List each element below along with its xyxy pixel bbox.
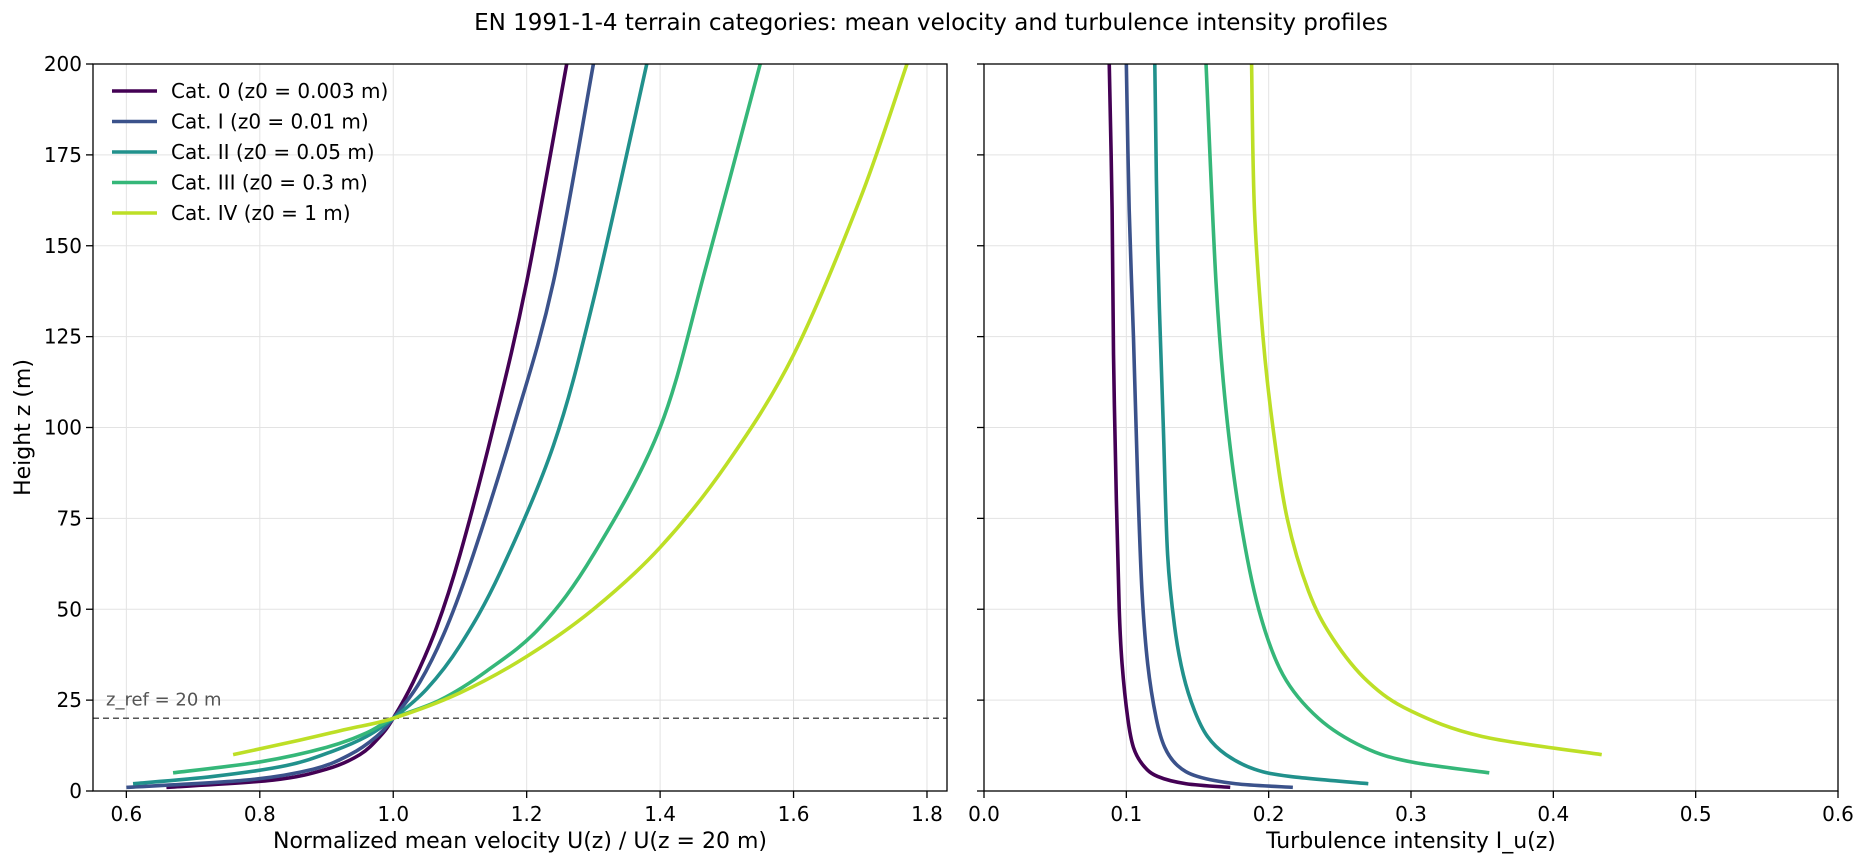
x-tick-label: 0.0 [968, 802, 1000, 826]
x-tick-label: 0.2 [1253, 802, 1285, 826]
velocity-profile-panel: z_ref = 20 m 0.6 0.8 1.0 1.2 1.4 1.6 1.8 0 25 50 75… [11, 52, 948, 854]
legend-entry-label: Cat. IV (z0 = 1 m) [171, 201, 351, 225]
x-tick-label: 0.5 [1680, 802, 1712, 826]
series-line [126, 64, 596, 790]
series-line [1249, 64, 1603, 757]
y-tick-label: 50 [57, 597, 82, 621]
series-line [1124, 64, 1293, 790]
x-tick-label: 1.0 [377, 802, 409, 826]
x-tick-label: 1.2 [511, 802, 543, 826]
x-tick-label: 0.4 [1537, 802, 1569, 826]
legend: Cat. 0 (z0 = 0.003 m) Cat. I (z0 = 0.01 m… [112, 79, 388, 225]
series-group [126, 64, 909, 790]
x-tick-label: 1.8 [911, 802, 943, 826]
legend-entry-label: Cat. II (z0 = 0.05 m) [171, 140, 375, 164]
legend-entry-label: Cat. 0 (z0 = 0.003 m) [171, 79, 388, 103]
y-tick-label: 125 [44, 325, 82, 349]
y-tick-label: 200 [44, 52, 82, 76]
x-tick-label: 0.8 [244, 802, 276, 826]
series-line [232, 64, 909, 757]
series-line [1204, 64, 1490, 775]
y-tick-label: 25 [57, 688, 82, 712]
series-line [172, 64, 762, 775]
turbulence-intensity-panel: 0.0 0.1 0.2 0.3 0.4 0.5 0.6 Turbulence intensit… [968, 63, 1854, 854]
x-tick-label: 1.4 [644, 802, 676, 826]
x-tick-label: 0.3 [1395, 802, 1427, 826]
series-line [132, 64, 649, 786]
x-tick-label: 0.1 [1110, 802, 1142, 826]
series-line [1107, 64, 1231, 790]
x-axis-label: Normalized mean velocity U(z) / U(z = 20… [273, 829, 767, 854]
series-line [166, 64, 569, 790]
figure-title: EN 1991-1-4 terrain categories: mean vel… [474, 10, 1388, 36]
y-axis-label: Height z (m) [11, 359, 36, 496]
x-axis-label: Turbulence intensity I_u(z) [1265, 829, 1556, 854]
legend-entry-label: Cat. III (z0 = 0.3 m) [171, 171, 368, 195]
x-tick-label: 0.6 [1822, 802, 1854, 826]
legend-entry-label: Cat. I (z0 = 0.01 m) [171, 110, 369, 134]
y-tick-label: 150 [44, 234, 82, 258]
reference-height-label: z_ref = 20 m [106, 689, 222, 710]
series-group [1107, 64, 1603, 790]
y-tick-label: 100 [44, 416, 82, 440]
x-tick-label: 0.6 [110, 802, 142, 826]
y-tick-label: 0 [69, 779, 82, 803]
y-tick-label: 175 [44, 143, 82, 167]
x-tick-label: 1.6 [778, 802, 810, 826]
y-tick-label: 75 [57, 506, 82, 530]
series-line [1153, 64, 1369, 786]
